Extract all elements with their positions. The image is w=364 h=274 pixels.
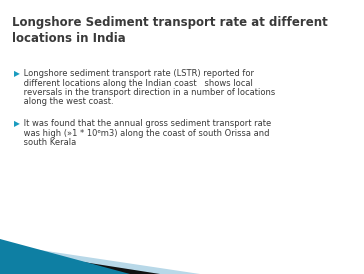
Polygon shape — [0, 239, 130, 274]
Text: ▶: ▶ — [14, 119, 20, 128]
Polygon shape — [0, 249, 160, 274]
Text: along the west coast.: along the west coast. — [21, 98, 114, 107]
Text: Longshore Sediment transport rate at different
locations in India: Longshore Sediment transport rate at dif… — [12, 16, 328, 45]
Text: Longshore sediment transport rate (LSTR) reported for: Longshore sediment transport rate (LSTR)… — [21, 69, 254, 78]
Text: It was found that the annual gross sediment transport rate: It was found that the annual gross sedim… — [21, 119, 271, 128]
Polygon shape — [0, 244, 200, 274]
Text: ▶: ▶ — [14, 69, 20, 78]
Text: was high (»1 * 10⁶m3) along the coast of south Orissa and: was high (»1 * 10⁶m3) along the coast of… — [21, 129, 269, 138]
Text: reversals in the transport direction in a number of locations: reversals in the transport direction in … — [21, 88, 275, 97]
Text: different locations along the Indian coast   shows local: different locations along the Indian coa… — [21, 78, 253, 87]
Text: south Kerala: south Kerala — [21, 138, 76, 147]
